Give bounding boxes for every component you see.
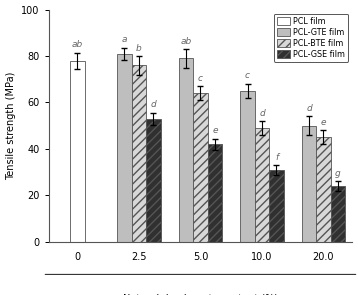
Bar <box>208 144 222 242</box>
Text: ab: ab <box>180 37 192 45</box>
Text: d: d <box>259 109 265 118</box>
Legend: PCL film, PCL-GTE film, PCL-BTE film, PCL-GSE film: PCL film, PCL-GTE film, PCL-BTE film, PC… <box>274 14 348 62</box>
Text: g: g <box>335 169 341 178</box>
Bar <box>331 186 345 242</box>
Bar <box>316 137 331 242</box>
Text: Natural deodorants content (%): Natural deodorants content (%) <box>123 293 278 295</box>
Text: e: e <box>212 126 218 135</box>
Bar <box>302 126 316 242</box>
Bar <box>132 65 146 242</box>
Text: f: f <box>275 153 278 162</box>
Bar <box>255 128 269 242</box>
Text: ab: ab <box>72 40 83 49</box>
Text: b: b <box>136 44 142 53</box>
Text: c: c <box>198 74 203 83</box>
Bar <box>117 54 132 242</box>
Bar <box>179 58 193 242</box>
Bar <box>146 119 161 242</box>
Text: e: e <box>321 118 326 127</box>
Text: c: c <box>245 71 250 81</box>
Text: a: a <box>122 35 127 45</box>
Text: d: d <box>151 101 156 109</box>
Y-axis label: Tensile strength (MPa): Tensile strength (MPa) <box>6 72 15 180</box>
Bar <box>193 93 208 242</box>
Text: d: d <box>306 104 312 113</box>
Bar <box>240 91 255 242</box>
Bar <box>70 61 85 242</box>
Bar <box>269 170 284 242</box>
